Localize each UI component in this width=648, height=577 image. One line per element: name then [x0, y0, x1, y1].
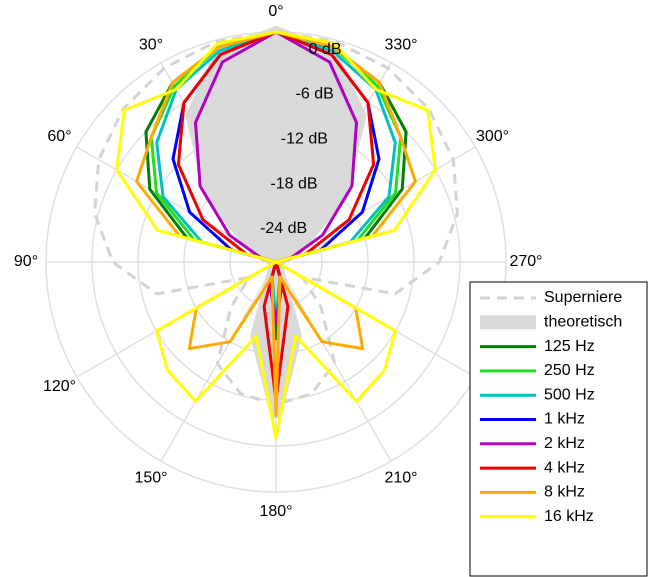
theta-tick-label: 60°	[47, 128, 71, 145]
r-tick-label: 0 dB	[309, 41, 342, 58]
legend-label: 125 Hz	[544, 338, 595, 355]
theta-tick-label: 210°	[384, 470, 417, 487]
legend-label: 4 kHz	[544, 459, 585, 476]
series-curve	[194, 30, 358, 325]
theta-tick-label: 30°	[139, 37, 163, 54]
theta-tick-label: 120°	[43, 378, 76, 395]
r-tick-label: -24 dB	[260, 220, 307, 237]
series-curve	[115, 30, 437, 440]
theta-tick-label: 150°	[134, 470, 167, 487]
legend-label: 500 Hz	[544, 386, 595, 403]
legend-label: 250 Hz	[544, 362, 595, 379]
legend-label: 8 kHz	[544, 484, 585, 501]
legend-label: 2 kHz	[544, 435, 585, 452]
r-tick-label: -18 dB	[270, 175, 317, 192]
legend-box	[469, 281, 648, 577]
theta-tick-label: 90°	[14, 253, 38, 270]
legend-label: Superniere	[544, 289, 622, 306]
legend-label: theoretisch	[544, 314, 622, 331]
legend-label: 16 kHz	[544, 508, 594, 525]
r-tick-label: -6 dB	[296, 86, 334, 103]
theta-tick-label: 0°	[268, 3, 283, 20]
theta-tick-label: 180°	[259, 503, 292, 520]
legend-label: 1 kHz	[544, 411, 585, 428]
series-curve	[144, 30, 408, 341]
theta-tick-label: 330°	[384, 37, 417, 54]
series-curve	[135, 30, 417, 417]
theta-tick-label: 300°	[476, 128, 509, 145]
r-tick-label: -12 dB	[281, 130, 328, 147]
theta-tick-label: 270°	[509, 253, 542, 270]
